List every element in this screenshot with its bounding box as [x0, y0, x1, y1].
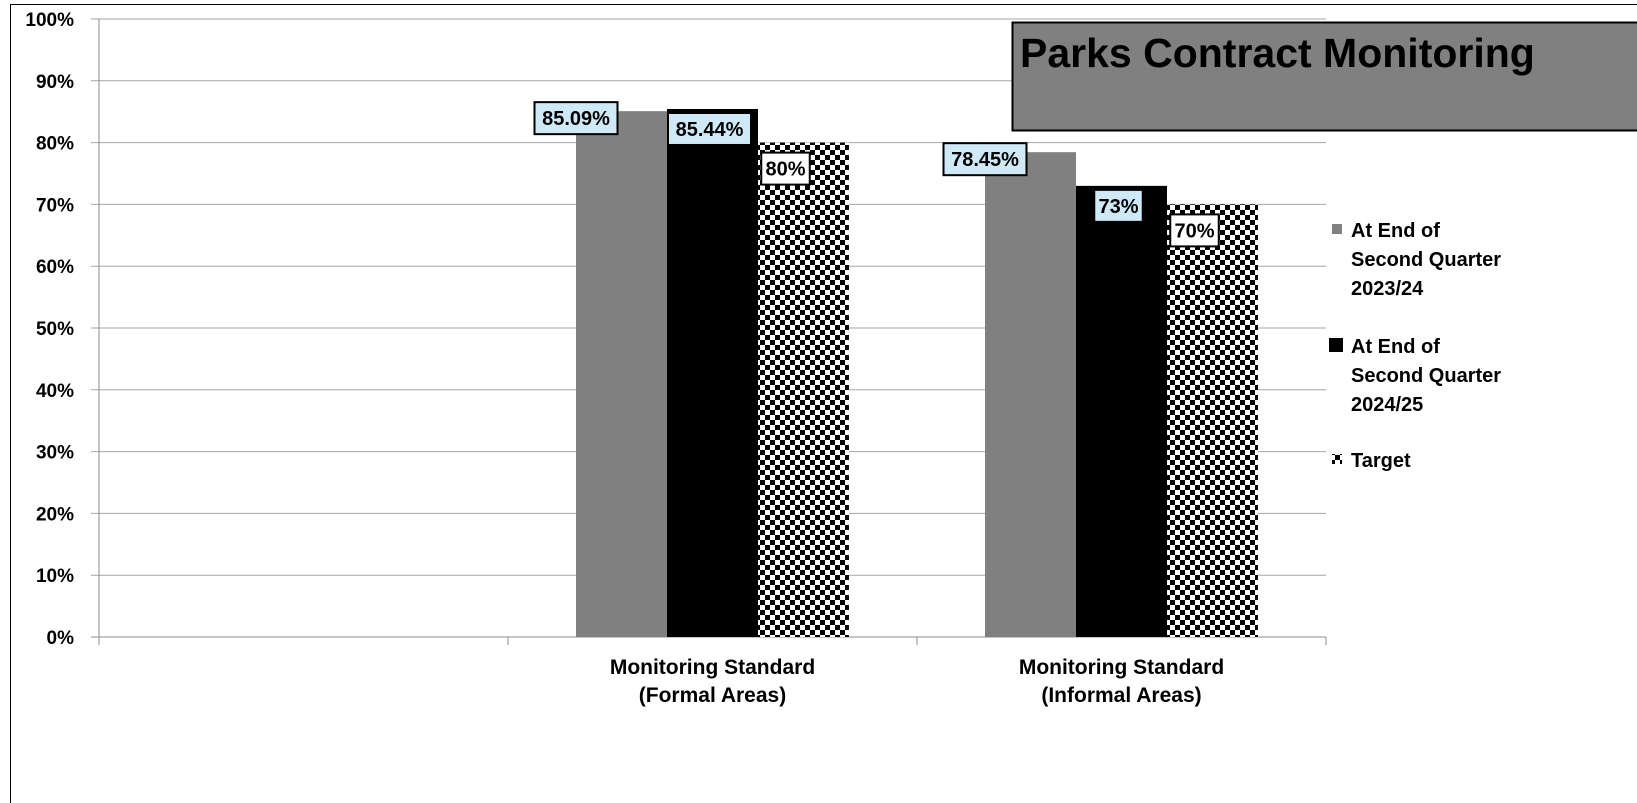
- data-label-box: [942, 142, 1028, 177]
- bar: [1167, 204, 1258, 637]
- y-tick-label: 40%: [36, 381, 74, 402]
- category-label: Monitoring Standard (Informal Areas): [1019, 656, 1224, 707]
- y-tick-label: 100%: [25, 10, 74, 31]
- bar: [758, 142, 849, 637]
- y-tick-label: 30%: [36, 443, 74, 464]
- chart-title: Parks Contract Monitoring: [1020, 30, 1535, 76]
- chart-border: [10, 4, 1637, 803]
- legend-label: Target: [1351, 450, 1411, 472]
- y-tick-label: 0%: [47, 628, 75, 649]
- bar: [1076, 185, 1167, 638]
- data-label-box: [1169, 213, 1220, 248]
- data-label-box: [667, 111, 752, 146]
- bar: [985, 152, 1076, 637]
- category-label: Monitoring Standard (Formal Areas): [610, 656, 815, 707]
- bar: [667, 108, 758, 638]
- legend-label: At End of Second Quarter 2024/25: [1351, 336, 1501, 416]
- legend-label: At End of Second Quarter 2023/24: [1351, 220, 1501, 300]
- data-label: 85.09%: [542, 108, 610, 130]
- y-tick-label: 60%: [36, 257, 74, 278]
- legend-swatch: [1332, 224, 1342, 234]
- data-label-box: [533, 101, 619, 136]
- y-tick-label: 50%: [36, 319, 74, 340]
- y-tick-label: 20%: [36, 504, 74, 525]
- chart-title-box: [1011, 21, 1637, 132]
- bar: [576, 111, 667, 637]
- data-label: 85.44%: [676, 119, 744, 141]
- data-label: 78.45%: [951, 149, 1019, 171]
- data-label-box: [760, 151, 811, 186]
- y-tick-label: 90%: [36, 72, 74, 93]
- data-label: 80%: [765, 159, 805, 181]
- y-tick-label: 70%: [36, 195, 74, 216]
- legend-swatch: [1329, 338, 1343, 352]
- y-tick-label: 80%: [36, 134, 74, 155]
- legend-swatch: [1332, 454, 1342, 464]
- data-label: 73%: [1098, 196, 1138, 218]
- data-label: 70%: [1174, 220, 1214, 242]
- data-label-box: [1093, 188, 1144, 223]
- y-tick-label: 10%: [36, 566, 74, 587]
